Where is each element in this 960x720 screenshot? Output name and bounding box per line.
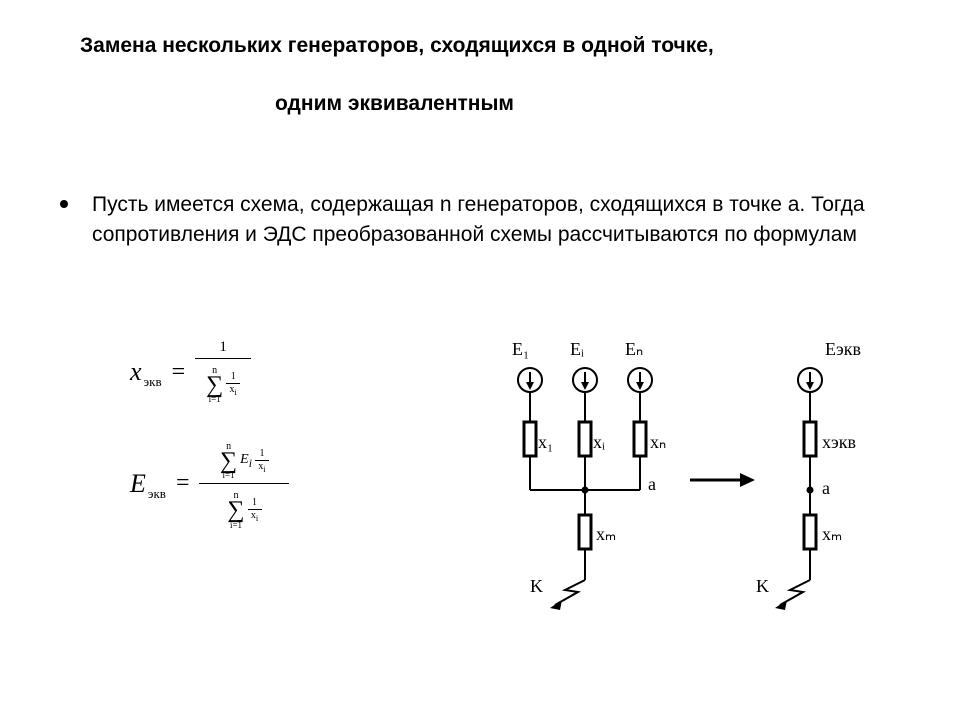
label-xm-left: xₘ <box>596 524 616 544</box>
e-symbol: E <box>130 469 146 499</box>
tiny-den-sub-2: i <box>263 465 265 474</box>
bullet-row: Пусть имеется схема, содержащая n генера… <box>60 190 900 251</box>
title-line-2: одним эквивалентным <box>275 88 880 120</box>
branch-eq <box>798 368 822 490</box>
x-symbol: x <box>130 357 142 387</box>
e-subscript: экв <box>148 486 166 502</box>
sum-lower-3: i=1 <box>230 521 242 530</box>
label-e1: E₁ <box>512 339 529 359</box>
label-xn: xₙ <box>650 432 666 452</box>
x-fraction: 1 n ∑ i=1 1 xi <box>195 340 251 404</box>
sigma-icon-3: n ∑ i=1 <box>227 491 244 529</box>
x-lhs: x экв <box>130 357 162 387</box>
e-fraction: n ∑ i=1 Ei 1 xi <box>199 438 289 529</box>
branch-3 <box>628 368 652 490</box>
sigma-icon: n ∑ i=1 <box>206 366 223 404</box>
body-paragraph: Пусть имеется схема, содержащая n генера… <box>92 190 900 251</box>
term-e-sub: i <box>249 457 252 470</box>
tiny-den-sub: i <box>235 388 237 397</box>
sigma-icon-2: n ∑ i=1 <box>220 442 237 480</box>
tiny-frac-1xi: 1 xi <box>226 372 240 397</box>
label-xi: xᵢ <box>593 432 605 452</box>
label-xeq: xэкв <box>822 432 856 452</box>
tiny-num-2: 1 <box>259 449 264 459</box>
tiny-num: 1 <box>231 372 236 382</box>
branch-1 <box>518 368 542 490</box>
label-a-right: a <box>822 478 830 498</box>
slide: Замена нескольких генераторов, сходящихс… <box>0 0 960 720</box>
label-en: Eₙ <box>625 339 643 359</box>
x-denominator: n ∑ i=1 1 xi <box>202 362 244 404</box>
label-xm-right: xₘ <box>822 524 842 544</box>
tiny-frac-1xi-2: 1 xi <box>255 449 269 474</box>
tiny-num-3: 1 <box>252 498 257 508</box>
e-lhs: E экв <box>130 469 166 499</box>
e-denominator: n ∑ i=1 1 xi <box>223 487 265 529</box>
title-line-1: Замена нескольких генераторов, сходящихс… <box>80 34 714 57</box>
x-subscript: экв <box>144 374 162 390</box>
label-k-left: K <box>530 576 543 596</box>
sum-lower: i=1 <box>209 395 221 404</box>
tiny-den-2: xi <box>258 462 265 474</box>
tiny-frac-1xi-3: 1 xi <box>248 498 262 523</box>
term-e: E <box>240 452 249 467</box>
label-k-right: K <box>756 576 769 596</box>
fraction-bar <box>195 358 251 359</box>
label-x1: x₁ <box>538 432 553 452</box>
sigma-symbol: ∑ <box>206 376 223 395</box>
sigma-symbol-2: ∑ <box>220 452 237 471</box>
e-i-term: Ei <box>240 453 252 469</box>
sigma-symbol-3: ∑ <box>227 501 244 520</box>
tiny-den: xi <box>230 385 237 397</box>
equals-sign-1: = <box>172 359 186 386</box>
transform-arrow-icon <box>690 473 755 487</box>
e-numerator: n ∑ i=1 Ei 1 xi <box>216 438 273 480</box>
formula-x-ekv: x экв = 1 n ∑ i=1 1 <box>130 340 390 404</box>
branch-2 <box>573 368 597 490</box>
formula-block: x экв = 1 n ∑ i=1 1 <box>130 340 390 564</box>
circuit-diagram: E₁ x₁ Eᵢ xᵢ Eₙ xₙ a <box>500 330 920 650</box>
label-a-left: a <box>648 474 656 494</box>
bullet-icon <box>60 200 68 208</box>
label-ei: Eᵢ <box>570 339 584 359</box>
label-eeq: Eэкв <box>825 339 861 359</box>
slide-title: Замена нескольких генераторов, сходящихс… <box>80 30 880 119</box>
tiny-den-3: xi <box>251 511 258 523</box>
equals-sign-2: = <box>176 470 190 497</box>
tiny-den-sub-3: i <box>256 514 258 523</box>
formula-e-ekv: E экв = n ∑ i=1 Ei <box>130 438 390 529</box>
sum-lower-2: i=1 <box>223 471 235 480</box>
x-numerator: 1 <box>215 340 231 355</box>
fraction-bar-2 <box>199 483 289 484</box>
